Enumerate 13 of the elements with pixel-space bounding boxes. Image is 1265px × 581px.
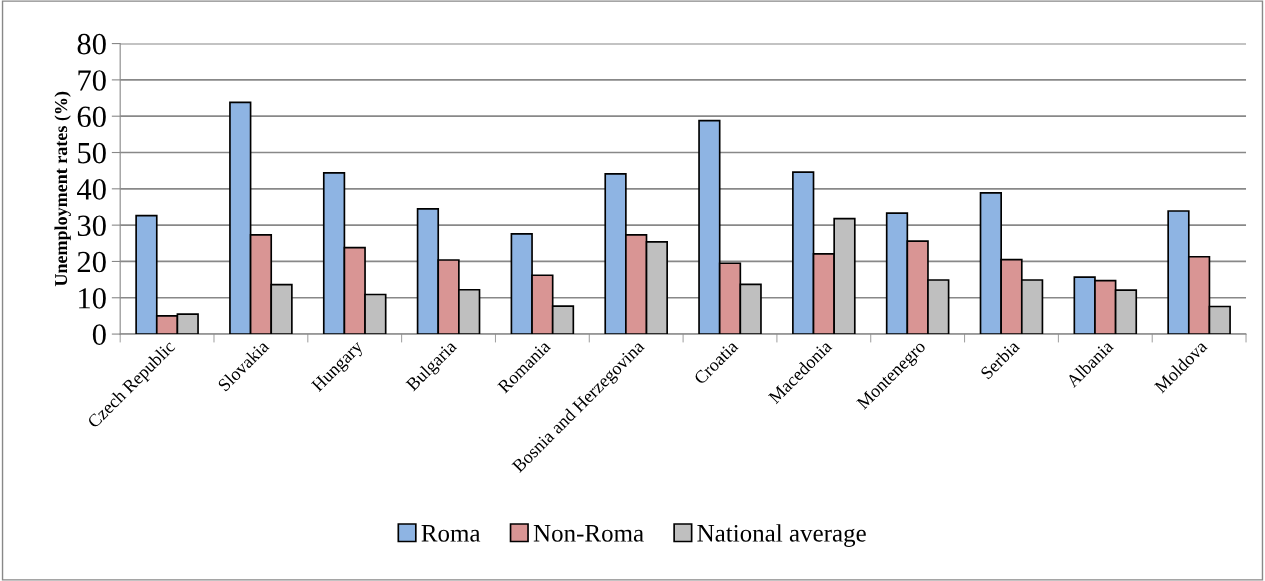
- legend-label: Non-Roma: [533, 525, 644, 542]
- legend-label: National average: [697, 524, 866, 547]
- y-tick-label: 20: [77, 251, 106, 273]
- legend-label: Roma: [421, 525, 481, 542]
- y-tick-label: 70: [78, 70, 106, 91]
- y-tick-label: 60: [77, 106, 106, 128]
- y-tick-label: 0: [92, 324, 106, 345]
- y-tick-label: 30: [77, 215, 106, 237]
- y-tick-label: 80: [77, 33, 106, 55]
- y-axis-title: Unemployment rates (%): [54, 91, 71, 287]
- y-tick-label: 10: [79, 288, 106, 309]
- y-tick-label: 50: [78, 142, 106, 164]
- y-tick-label: 40: [77, 179, 106, 200]
